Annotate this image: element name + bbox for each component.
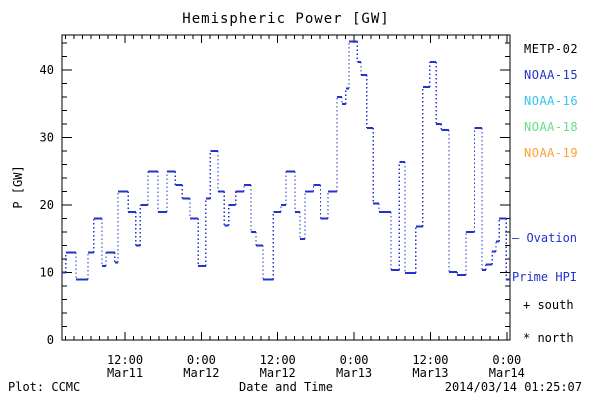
plot-credit: Plot: CCMC xyxy=(8,380,81,394)
y-tick-label: 0 xyxy=(47,333,54,347)
ovation-series-label-line1: — Ovation xyxy=(512,231,578,245)
chart-title: Hemispheric Power [GW] xyxy=(182,11,390,27)
y-tick-label: 10 xyxy=(40,266,54,280)
legend-item-noaa-15: NOAA-15 xyxy=(524,68,579,82)
x-tick-time-label: 12:00 xyxy=(412,353,448,367)
ovation-series-label-line2: Prime HPI xyxy=(512,270,578,284)
x-tick-date-label: Mar12 xyxy=(260,366,296,380)
hpi-step-line-vertical-connectors xyxy=(65,41,507,280)
x-tick-time-label: 0:00 xyxy=(492,353,521,367)
x-axis-title: Date and Time xyxy=(239,380,333,394)
y-tick-label: 20 xyxy=(40,198,54,212)
x-tick-date-label: Mar13 xyxy=(412,366,448,380)
legend-item-noaa-18: NOAA-18 xyxy=(524,120,579,134)
y-tick-label: 40 xyxy=(40,63,54,77)
x-tick-date-label: Mar12 xyxy=(183,366,219,380)
marker-south-label: + south xyxy=(523,298,574,312)
hpi-step-line-horizontals xyxy=(62,40,510,281)
timestamp: 2014/03/14 01:25:07 xyxy=(444,380,582,394)
ovation-series-label: — Ovation Prime HPI xyxy=(512,206,577,310)
legend-item-noaa-19: NOAA-19 xyxy=(524,146,579,160)
x-tick-time-label: 0:00 xyxy=(340,353,369,367)
x-tick-time-label: 12:00 xyxy=(107,353,143,367)
x-tick-time-label: 12:00 xyxy=(260,353,296,367)
x-tick-date-label: Mar14 xyxy=(489,366,525,380)
x-tick-date-label: Mar13 xyxy=(336,366,372,380)
y-tick-label: 30 xyxy=(40,131,54,145)
legend-item-noaa-16: NOAA-16 xyxy=(524,94,579,108)
y-axis-title: P [GW] xyxy=(11,165,25,208)
marker-north-label: * north xyxy=(523,331,574,345)
x-tick-date-label: Mar11 xyxy=(107,366,143,380)
x-tick-time-label: 0:00 xyxy=(187,353,216,367)
legend-item-metp-02: METP-02 xyxy=(524,42,579,56)
